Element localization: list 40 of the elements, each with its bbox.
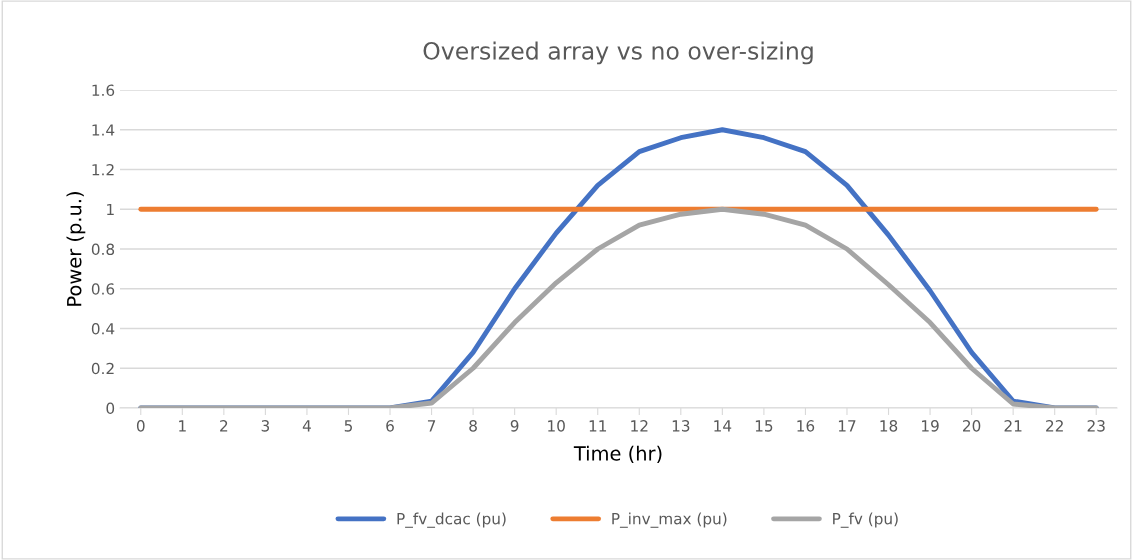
x-tick-label: 12 — [631, 420, 648, 432]
x-tick-label: 22 — [1046, 420, 1063, 432]
x-axis-title: Time (hr) — [573, 445, 662, 464]
y-axis-title: Power (p.u.) — [66, 192, 86, 306]
legend-label: P_fv_dcac (pu) — [397, 512, 506, 528]
x-tick-label: 19 — [922, 420, 939, 432]
x-tick-label: 17 — [838, 420, 856, 432]
x-tick-label: 9 — [510, 420, 519, 432]
y-tick-label: 0.2 — [91, 362, 114, 375]
x-tick-label: 11 — [589, 420, 607, 432]
y-tick-label: 1.2 — [92, 163, 114, 176]
x-tick-label: 13 — [672, 420, 690, 432]
x-tick-label: 18 — [880, 420, 898, 432]
y-tick-label: 0.8 — [91, 243, 115, 256]
x-tick-label: 0 — [136, 420, 145, 432]
y-tick-label: 1.4 — [92, 124, 115, 136]
x-tick-label: 5 — [344, 420, 352, 432]
x-tick-label: 8 — [469, 420, 477, 432]
x-tick-label: 14 — [714, 420, 732, 432]
y-tick-label: 1 — [107, 203, 114, 216]
x-tick-label: 7 — [427, 420, 436, 432]
legend-label: P_fv (pu) — [833, 512, 898, 528]
x-tick-label: 23 — [1087, 420, 1105, 432]
legend-label: P_inv_max (pu) — [612, 512, 727, 528]
y-tick-label: 0 — [106, 402, 115, 415]
y-tick-label: 0.6 — [91, 283, 115, 295]
x-tick-label: 16 — [797, 420, 815, 432]
x-tick-label: 3 — [261, 420, 270, 432]
y-tick-label: 0.4 — [91, 322, 115, 335]
x-tick-label: 10 — [548, 420, 565, 432]
line-series — [138, 206, 1099, 408]
x-tick-label: 21 — [1004, 420, 1022, 432]
x-tick-label: 4 — [302, 420, 311, 432]
chart-title: Oversized array vs no over-sizing — [423, 41, 813, 65]
x-tick-label: 1 — [179, 420, 186, 432]
x-tick-label: 6 — [386, 420, 394, 432]
x-tick-label: 15 — [755, 420, 773, 432]
x-tick-label: 2 — [220, 420, 228, 432]
x-tick-label: 20 — [963, 420, 981, 432]
y-tick-label: 1.6 — [92, 84, 115, 97]
